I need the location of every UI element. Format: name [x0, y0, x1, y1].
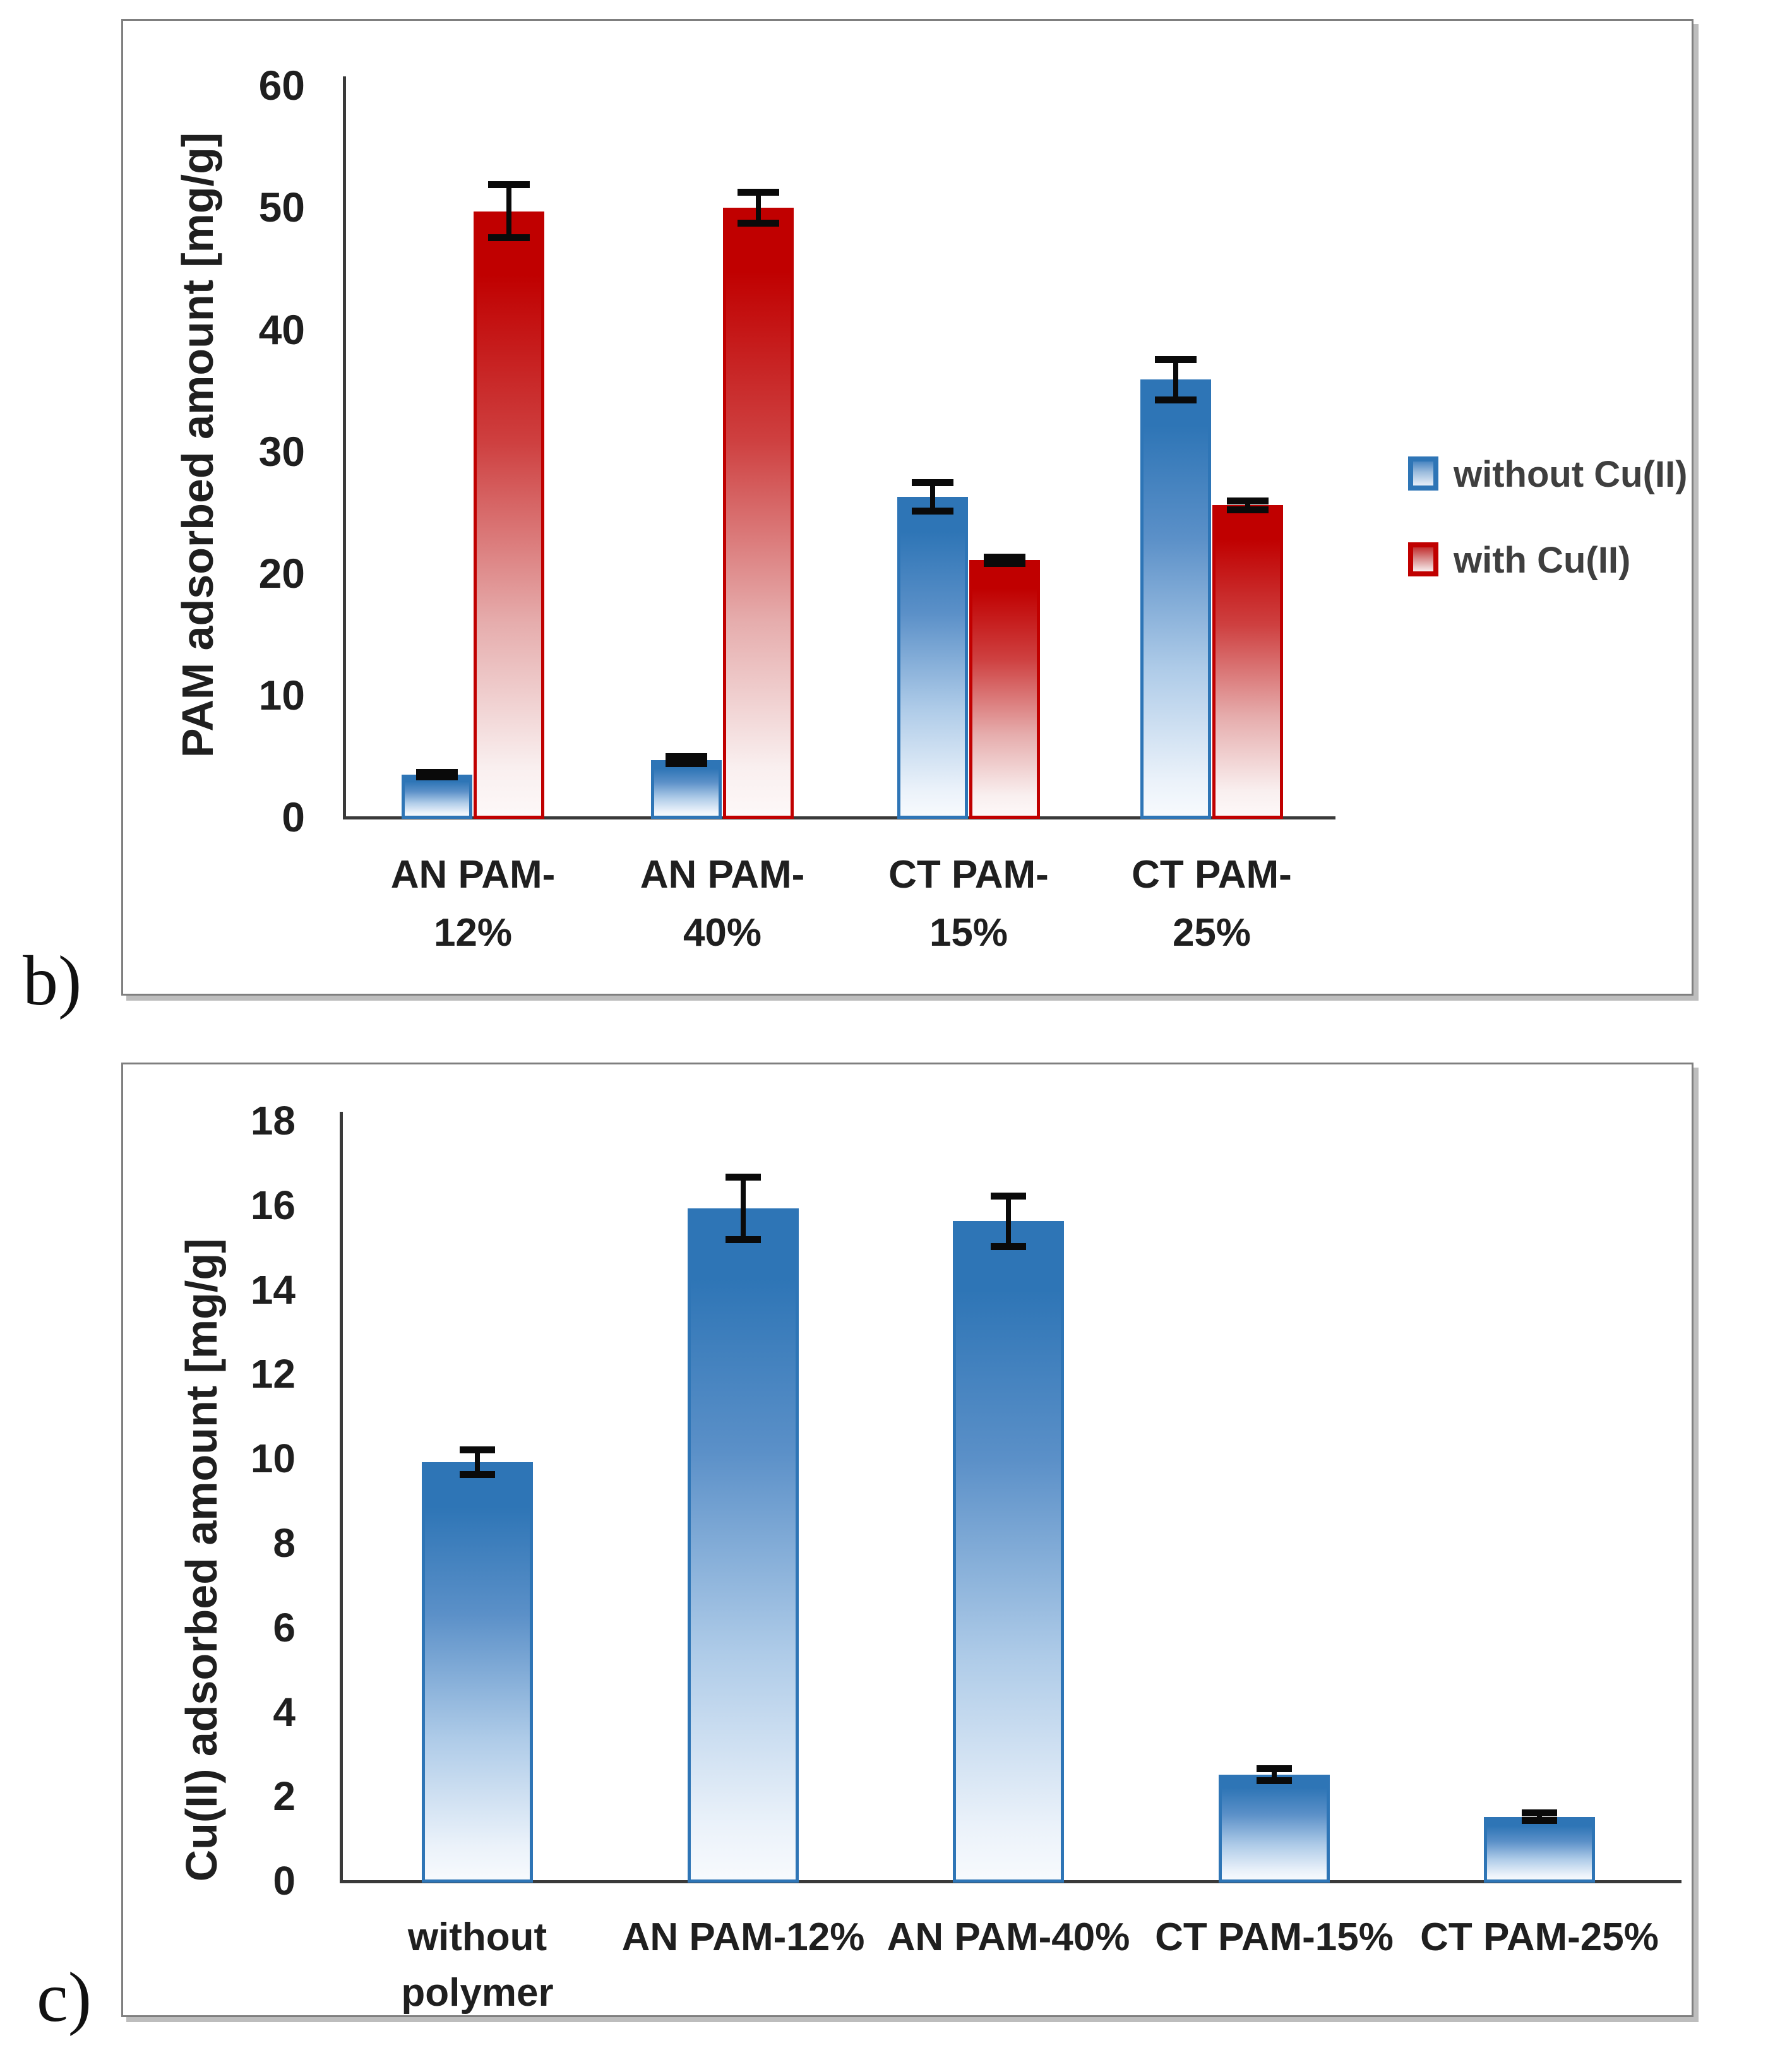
- error-bar-cap-bottom: [488, 234, 530, 242]
- bar-blue-1: [651, 760, 722, 819]
- y-tick-label: 16: [250, 1182, 296, 1228]
- error-bar-cap-top: [912, 479, 953, 486]
- x-category-label: 15%: [929, 911, 1008, 955]
- bar-red-3: [1212, 505, 1283, 819]
- error-bar-cap-bottom: [738, 220, 779, 227]
- error-bar-cap-top: [1522, 1809, 1557, 1816]
- error-bar-stem: [1537, 1812, 1542, 1821]
- error-bar-stem: [741, 1177, 746, 1241]
- y-tick-label: 12: [250, 1351, 296, 1397]
- y-tick-label: 8: [273, 1520, 296, 1566]
- error-bar-cap-top: [726, 1174, 761, 1181]
- x-category-label: without: [407, 1915, 547, 1959]
- error-bar-cap-top: [984, 553, 1025, 561]
- error-bar-cap-bottom: [1155, 396, 1197, 404]
- y-tick-label: 4: [273, 1689, 296, 1735]
- error-bar-cap-top: [666, 753, 707, 761]
- y-tick-label: 10: [250, 1436, 296, 1482]
- error-bar-stem: [756, 191, 761, 224]
- error-bar-cap-bottom: [416, 773, 458, 781]
- legend-label: with Cu(II): [1454, 540, 1631, 581]
- error-bar-stem: [506, 184, 511, 239]
- panel-b-letter-label: b): [23, 942, 82, 1020]
- error-bar-cap-bottom: [1227, 506, 1269, 514]
- x-category-label: 40%: [683, 911, 762, 955]
- x-category-label: AN PAM-12%: [621, 1915, 865, 1959]
- y-tick-label: 20: [258, 549, 305, 597]
- bar-blue-1: [688, 1208, 799, 1883]
- x-category-label: AN PAM-: [390, 853, 556, 896]
- bar-blue-0: [422, 1462, 533, 1883]
- x-category-label: CT PAM-: [888, 853, 1049, 896]
- bar-blue-2: [953, 1221, 1064, 1883]
- error-bar-stem: [1173, 359, 1178, 401]
- y-tick-label: 14: [250, 1266, 296, 1313]
- error-bar-cap-bottom: [666, 759, 707, 767]
- bar-blue-4: [1484, 1816, 1595, 1883]
- panel-c-letter-label: c): [37, 1958, 92, 2037]
- error-bar-cap-bottom: [984, 560, 1025, 568]
- error-bar-stem: [930, 482, 935, 512]
- legend-swatch-red: [1408, 542, 1438, 576]
- error-bar-cap-bottom: [1522, 1817, 1557, 1825]
- bar-red-1: [723, 208, 794, 819]
- error-bar-cap-bottom: [460, 1470, 495, 1478]
- y-tick-label: 30: [258, 427, 305, 475]
- error-bar-cap-bottom: [726, 1236, 761, 1244]
- x-category-label: polymer: [401, 1971, 554, 2015]
- x-category-label: AN PAM-: [640, 853, 805, 896]
- bar-blue-0: [402, 775, 472, 819]
- x-category-label: 12%: [433, 911, 513, 955]
- x-category-label: CT PAM-25%: [1420, 1915, 1659, 1959]
- y-tick-label: 10: [258, 672, 305, 719]
- error-bar-stem: [475, 1449, 480, 1475]
- bar-red-0: [474, 211, 544, 819]
- y-tick-label: 60: [258, 62, 305, 109]
- bar-red-2: [969, 560, 1040, 819]
- error-bar-cap-top: [416, 769, 458, 777]
- x-axis-line: [343, 816, 1335, 819]
- y-tick-label: 0: [282, 794, 305, 841]
- x-category-label: CT PAM-15%: [1155, 1915, 1394, 1959]
- error-bar-cap-top: [1257, 1765, 1292, 1772]
- x-category-label: AN PAM-40%: [887, 1915, 1130, 1959]
- panel-b-chart: PAM adsorbed amount [mg/g] 60 50 40 30 20 10 0 A…: [121, 19, 1693, 996]
- y-axis-line: [343, 76, 346, 819]
- y-tick-label: 6: [273, 1604, 296, 1650]
- y-tick-label: 0: [273, 1858, 296, 1904]
- panel-c-chart: Cu(II) adsorbed amount [mg/g] 18 16 14 12 10 8…: [121, 1063, 1693, 2017]
- error-bar-cap-top: [991, 1193, 1026, 1200]
- error-bar-cap-top: [488, 181, 530, 189]
- error-bar-cap-bottom: [1257, 1777, 1292, 1784]
- error-bar-stem: [1272, 1768, 1277, 1781]
- error-bar-cap-top: [460, 1446, 495, 1453]
- bar-blue-3: [1219, 1774, 1330, 1883]
- y-tick-label: 2: [273, 1773, 296, 1820]
- y-tick-label: 50: [258, 184, 305, 231]
- error-bar-cap-top: [1155, 355, 1197, 363]
- error-bar-cap-top: [1227, 497, 1269, 504]
- x-category-label: CT PAM-: [1132, 853, 1292, 896]
- error-bar-stem: [1245, 500, 1250, 511]
- error-bar-stem: [1006, 1196, 1011, 1247]
- error-bar-cap-bottom: [912, 508, 953, 515]
- bar-blue-2: [897, 496, 968, 819]
- y-axis-line: [340, 1112, 343, 1883]
- y-tick-label: 40: [258, 306, 305, 353]
- error-bar-cap-top: [738, 188, 779, 196]
- y-tick-label: 18: [250, 1098, 296, 1144]
- legend-label: without Cu(II): [1454, 454, 1688, 495]
- error-bar-cap-bottom: [991, 1242, 1026, 1250]
- x-category-label: 25%: [1172, 911, 1251, 955]
- bar-blue-3: [1140, 379, 1211, 819]
- legend-swatch-blue: [1408, 456, 1438, 491]
